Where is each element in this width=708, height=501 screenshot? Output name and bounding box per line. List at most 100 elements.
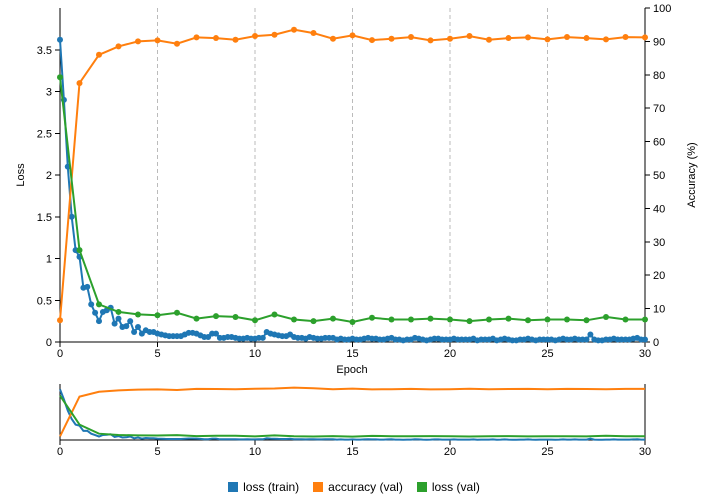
- data-point-accuracy-val[interactable]: accuracy (val) @ 12: 93.5: [291, 26, 297, 33]
- x-tick-label: 15: [346, 348, 358, 360]
- data-point-loss-val[interactable]: loss (val) @ 9: 0.3: [232, 313, 239, 320]
- overview-x-tick-label: 5: [154, 446, 160, 458]
- data-point-accuracy-val[interactable]: accuracy (val) @ 8: 91: [213, 35, 219, 42]
- data-point-loss-val[interactable]: loss (val) @ 5: 0.32: [154, 312, 161, 319]
- data-point-accuracy-val[interactable]: accuracy (val) @ 15: 91.8: [349, 32, 356, 39]
- data-point-accuracy-val[interactable]: accuracy (val) @ 24: 91.2: [525, 34, 531, 41]
- data-point-accuracy-val[interactable]: accuracy (val) @ 2: 86: [96, 51, 102, 58]
- data-point-loss-val[interactable]: loss (val) @ 6: 0.35: [174, 309, 180, 316]
- data-point-loss-val[interactable]: loss (val) @ 16: 0.29: [369, 314, 375, 321]
- data-point-loss-val[interactable]: loss (val) @ 21: 0.25: [466, 318, 473, 325]
- data-point-loss-val[interactable]: loss (val) @ 19: 0.28: [427, 315, 434, 322]
- data-point-accuracy-val[interactable]: accuracy (val) @ 23: 91: [505, 35, 512, 42]
- data-point-loss-val[interactable]: loss (val) @ 25: 0.27: [544, 316, 551, 323]
- data-point-loss-train[interactable]: loss (train) @ 1.8: 0.35: [92, 309, 99, 316]
- data-point-loss-val[interactable]: loss (val) @ 14: 0.28: [330, 315, 336, 322]
- data-point-loss-train[interactable]: loss (train) @ 3.8: 0.12: [131, 328, 138, 335]
- data-point-loss-train[interactable]: loss (train) @ 27.2: 0.09: [587, 331, 594, 338]
- data-point-loss-train[interactable]: loss (train) @ 27: 0.03: [583, 336, 590, 343]
- overview-x-tick-label: 20: [444, 446, 456, 458]
- data-point-loss-train[interactable]: loss (train) @ 7.6: 0.06: [205, 333, 212, 340]
- data-point-loss-val[interactable]: loss (val) @ 4: 0.33: [135, 311, 141, 318]
- data-point-loss-train[interactable]: loss (train) @ 3.4: 0.19: [123, 323, 130, 330]
- data-point-loss-val[interactable]: loss (val) @ 24: 0.26: [525, 317, 531, 324]
- data-point-loss-val[interactable]: loss (val) @ 17: 0.27: [388, 316, 395, 323]
- data-point-loss-val[interactable]: loss (val) @ 11: 0.33: [271, 311, 278, 318]
- data-point-accuracy-val[interactable]: accuracy (val) @ 30: 91.2: [642, 34, 648, 41]
- x-tick-label: 20: [444, 348, 456, 360]
- data-point-loss-train[interactable]: loss (train) @ 3: 0.28: [115, 315, 122, 322]
- data-point-accuracy-val[interactable]: accuracy (val) @ 13: 92.5: [310, 30, 317, 37]
- main-plot-area[interactable]: loss (train) @ 0: 3.62loss (train) @ 0.2…: [57, 26, 648, 344]
- data-point-loss-train[interactable]: loss (train) @ 0: 3.62: [57, 36, 63, 43]
- data-point-accuracy-val[interactable]: accuracy (val) @ 4: 90: [135, 38, 141, 45]
- data-point-accuracy-val[interactable]: accuracy (val) @ 7: 91.2: [193, 34, 200, 41]
- data-point-accuracy-val[interactable]: accuracy (val) @ 18: 91.3: [408, 34, 414, 41]
- data-point-loss-val[interactable]: loss (val) @ 20: 0.27: [447, 316, 453, 323]
- overview-line-loss-train: [59, 388, 645, 441]
- data-point-accuracy-val[interactable]: accuracy (val) @ 3: 88.5: [115, 43, 122, 50]
- data-point-accuracy-val[interactable]: accuracy (val) @ 27: 91: [583, 35, 590, 42]
- data-point-loss-train[interactable]: loss (train) @ 2: 0.25: [96, 318, 102, 325]
- data-point-accuracy-val[interactable]: accuracy (val) @ 26: 91.3: [564, 34, 570, 41]
- data-point-loss-val[interactable]: loss (val) @ 26: 0.27: [564, 316, 570, 323]
- overview-x-tick-label: 30: [639, 446, 651, 458]
- left-y-tick-label: 0.5: [37, 295, 52, 307]
- data-point-loss-train[interactable]: loss (train) @ 4.2: 0.1: [138, 330, 145, 337]
- data-point-loss-train[interactable]: loss (train) @ 10.4: 0.05: [259, 334, 266, 341]
- data-point-accuracy-val[interactable]: accuracy (val) @ 6: 89.3: [174, 40, 180, 47]
- data-point-accuracy-val[interactable]: accuracy (val) @ 1: 77.5: [76, 80, 83, 87]
- data-point-loss-val[interactable]: loss (val) @ 0: 3.17: [57, 74, 63, 81]
- data-point-accuracy-val[interactable]: accuracy (val) @ 28: 90.6: [603, 36, 609, 43]
- data-point-loss-val[interactable]: loss (val) @ 3: 0.36: [115, 308, 122, 315]
- legend-item[interactable]: accuracy (val): [313, 478, 403, 496]
- left-y-tick-label: 2: [46, 170, 52, 182]
- left-y-tick-label: 3: [46, 87, 52, 99]
- data-point-loss-val[interactable]: loss (val) @ 1: 1.1: [76, 247, 83, 254]
- data-point-loss-train[interactable]: loss (train) @ 2.8: 0.22: [111, 320, 118, 327]
- data-point-accuracy-val[interactable]: accuracy (val) @ 19: 90.3: [427, 37, 434, 44]
- data-point-loss-val[interactable]: loss (val) @ 30: 0.27: [642, 316, 648, 323]
- data-point-loss-train[interactable]: loss (train) @ 1.4: 0.66: [84, 283, 91, 290]
- data-point-loss-val[interactable]: loss (val) @ 8: 0.31: [213, 313, 219, 320]
- data-point-accuracy-val[interactable]: accuracy (val) @ 5: 90.3: [154, 37, 161, 44]
- data-point-accuracy-val[interactable]: accuracy (val) @ 16: 90.4: [369, 37, 375, 44]
- data-point-loss-val[interactable]: loss (val) @ 10: 0.26: [252, 317, 258, 324]
- data-point-loss-val[interactable]: loss (val) @ 2: 0.45: [96, 301, 102, 308]
- data-point-accuracy-val[interactable]: accuracy (val) @ 0: 6.5: [57, 317, 63, 324]
- data-point-loss-train[interactable]: loss (train) @ 8: 0.1: [213, 330, 219, 337]
- data-point-accuracy-val[interactable]: accuracy (val) @ 10: 91.6: [252, 33, 258, 40]
- data-point-loss-train[interactable]: loss (train) @ 1.6: 0.45: [88, 301, 95, 308]
- x-tick-label: 10: [249, 348, 261, 360]
- data-point-loss-val[interactable]: loss (val) @ 13: 0.25: [310, 318, 317, 325]
- data-point-accuracy-val[interactable]: accuracy (val) @ 21: 91.6: [466, 33, 473, 40]
- data-point-accuracy-val[interactable]: accuracy (val) @ 25: 90.6: [544, 36, 551, 43]
- data-point-loss-train[interactable]: loss (train) @ 0.6: 1.5: [68, 213, 75, 220]
- left-y-tick-label: 2.5: [37, 128, 52, 140]
- right-y-tick-label: 40: [653, 203, 665, 215]
- data-point-accuracy-val[interactable]: accuracy (val) @ 11: 92: [271, 31, 278, 38]
- data-point-loss-val[interactable]: loss (val) @ 29: 0.27: [622, 316, 629, 323]
- data-point-loss-train[interactable]: loss (train) @ 4: 0.18: [135, 323, 141, 330]
- data-point-accuracy-val[interactable]: accuracy (val) @ 20: 90.8: [447, 35, 453, 42]
- data-point-loss-val[interactable]: loss (val) @ 12: 0.27: [291, 316, 297, 323]
- data-point-loss-train[interactable]: loss (train) @ 3.6: 0.25: [127, 318, 134, 325]
- data-point-loss-train[interactable]: loss (train) @ 30: 0.03: [642, 336, 648, 343]
- data-point-loss-val[interactable]: loss (val) @ 27: 0.26: [583, 317, 590, 324]
- data-point-accuracy-val[interactable]: accuracy (val) @ 22: 90.5: [486, 36, 492, 43]
- data-point-accuracy-val[interactable]: accuracy (val) @ 29: 91.3: [622, 34, 629, 41]
- data-point-loss-val[interactable]: loss (val) @ 15: 0.24: [349, 318, 356, 325]
- data-point-accuracy-val[interactable]: accuracy (val) @ 17: 90.8: [388, 35, 395, 42]
- data-point-loss-val[interactable]: loss (val) @ 7: 0.28: [193, 315, 200, 322]
- data-point-loss-val[interactable]: loss (val) @ 23: 0.28: [505, 315, 512, 322]
- legend-item[interactable]: loss (train): [228, 478, 299, 496]
- overview-brush-area[interactable]: [59, 386, 645, 441]
- legend-item[interactable]: loss (val): [416, 478, 480, 496]
- data-point-accuracy-val[interactable]: accuracy (val) @ 9: 90.5: [232, 36, 239, 43]
- data-point-loss-val[interactable]: loss (val) @ 18: 0.27: [408, 316, 414, 323]
- main-vertical-gridlines: [157, 8, 646, 342]
- data-point-accuracy-val[interactable]: accuracy (val) @ 14: 90.8: [330, 35, 336, 42]
- data-point-loss-val[interactable]: loss (val) @ 22: 0.27: [486, 316, 492, 323]
- data-point-loss-val[interactable]: loss (val) @ 28: 0.3: [603, 313, 609, 320]
